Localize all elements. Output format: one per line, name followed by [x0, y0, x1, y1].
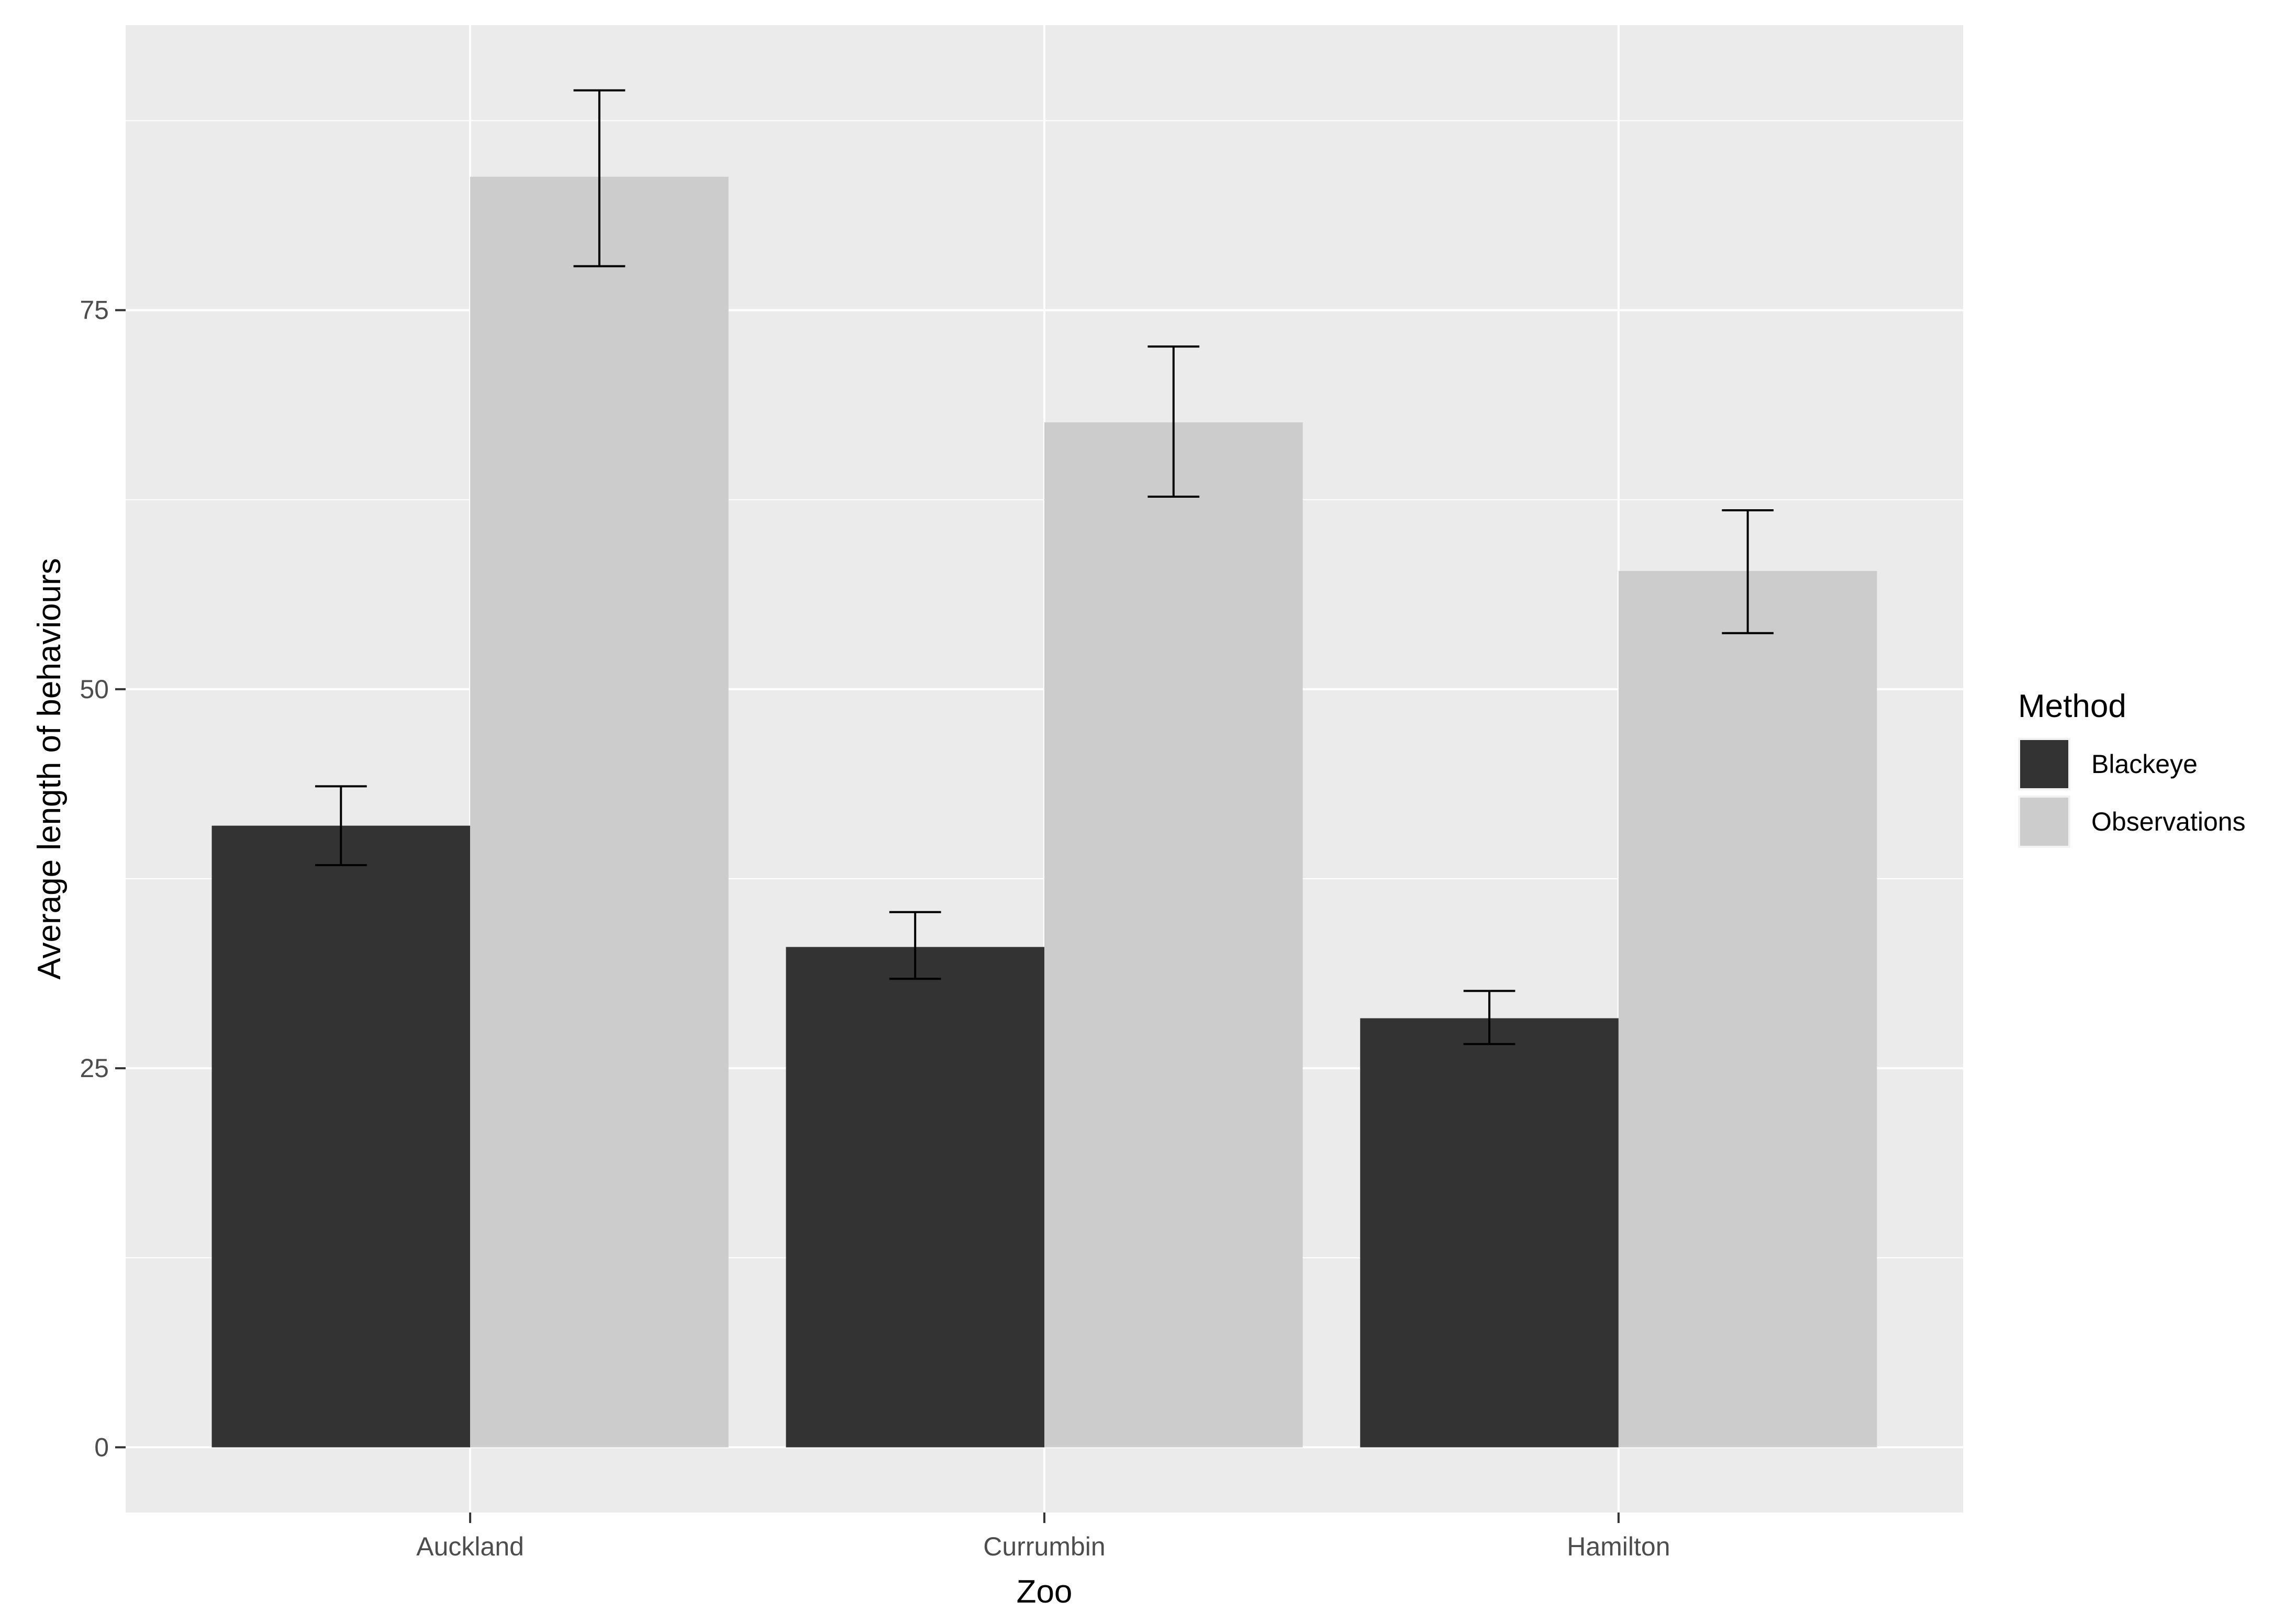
y-axis: 0 25 50 75	[80, 296, 126, 1462]
y-tick-label: 25	[80, 1054, 109, 1083]
bar	[1618, 570, 1877, 1448]
y-tick-label: 0	[94, 1432, 109, 1462]
y-axis-title: Average length of behaviours	[31, 558, 68, 979]
legend-label: Observations	[2091, 807, 2246, 836]
y-tick-label: 50	[80, 675, 109, 704]
error-bars	[315, 89, 1774, 1045]
x-tick-label: Hamilton	[1567, 1532, 1670, 1561]
legend-label: Blackeye	[2091, 749, 2198, 779]
legend-title: Method	[2018, 688, 2126, 724]
legend-items: Blackeye Observations	[2018, 738, 2246, 848]
x-tick-label: Currumbin	[983, 1532, 1105, 1561]
bar	[211, 825, 471, 1448]
y-tick-label: 75	[80, 296, 109, 325]
x-axis-title: Zoo	[1017, 1574, 1073, 1610]
legend-key	[2020, 798, 2068, 846]
bar	[786, 947, 1044, 1448]
bar	[470, 176, 729, 1448]
bar	[1044, 422, 1303, 1448]
bar	[1360, 1018, 1619, 1448]
legend: Method Blackeye Observations	[2018, 688, 2246, 848]
x-tick-label: Auckland	[416, 1532, 524, 1561]
x-axis: Auckland Currumbin Hamilton	[416, 1513, 1670, 1561]
bars	[211, 176, 1877, 1448]
legend-key	[2020, 740, 2068, 788]
